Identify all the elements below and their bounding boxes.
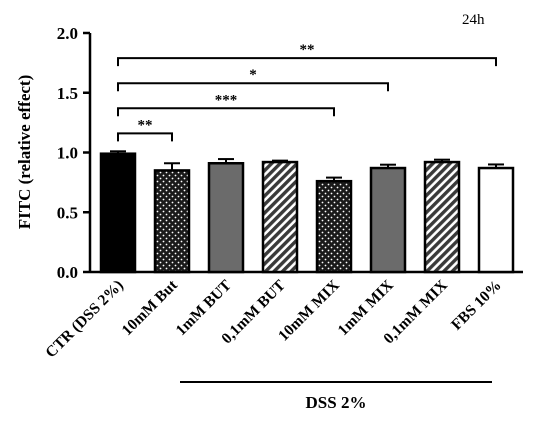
significance-label-2: * (249, 67, 257, 83)
significance-bracket-3 (117, 57, 497, 67)
y-tick-label: 1.0 (57, 144, 78, 163)
significance-bracket-0 (117, 132, 173, 142)
x-category-label: FBS 10% (448, 277, 505, 334)
bar-6 (423, 160, 461, 274)
corner-note: 24h (462, 12, 485, 28)
x-category-label: 10mM But (119, 276, 182, 339)
bar-1 (153, 169, 191, 274)
bar-5 (369, 166, 407, 274)
y-tick-label: 0.5 (57, 203, 78, 222)
significance-label-0: ** (138, 117, 153, 133)
y-tick-label: 1.5 (57, 84, 78, 103)
y-tick-label: 0.0 (57, 263, 78, 282)
bar-2 (207, 162, 245, 274)
significance-bracket-1 (117, 107, 335, 117)
bar-3 (261, 160, 299, 274)
group-label: DSS 2% (306, 393, 367, 412)
bar-0 (99, 152, 137, 274)
significance-label-1: *** (215, 92, 238, 108)
bars-group (99, 152, 515, 274)
significance-bracket-2 (117, 82, 389, 92)
bar-4 (315, 179, 353, 274)
y-tick-label: 2.0 (57, 24, 78, 43)
significance-label-3: ** (300, 42, 315, 58)
y-axis-title: FITC (relative effect) (15, 75, 34, 230)
error-bars-group (110, 150, 504, 182)
bar-7 (477, 166, 515, 274)
x-category-label: CTR (DSS 2%) (42, 277, 126, 361)
significance-brackets: ******** (117, 42, 497, 142)
